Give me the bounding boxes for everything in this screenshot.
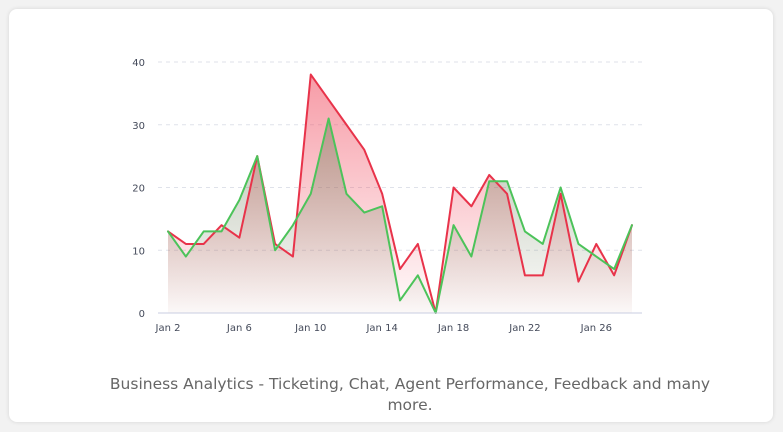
x-tick-label: Jan 6 (226, 323, 252, 334)
series-area (168, 118, 632, 313)
x-tick-label: Jan 26 (580, 323, 612, 334)
x-tick-label: Jan 10 (294, 323, 326, 334)
chart-caption: Business Analytics - Ticketing, Chat, Ag… (109, 375, 711, 414)
y-tick-label: 40 (132, 58, 145, 69)
series-areas (168, 74, 632, 313)
x-tick-label: Jan 22 (508, 323, 540, 334)
y-tick-label: 0 (139, 309, 145, 320)
x-tick-label: Jan 2 (155, 323, 181, 334)
y-tick-label: 20 (132, 184, 145, 195)
chart-card (9, 9, 773, 422)
x-tick-label: Jan 14 (365, 323, 397, 334)
y-tick-label: 10 (132, 246, 145, 257)
x-tick-label: Jan 18 (437, 323, 469, 334)
series-lines (167, 73, 633, 314)
y-tick-label: 30 (132, 121, 145, 132)
axes: 0 10 20 30 40 Jan 2 Jan 6 Jan 10 Jan 14 Jan 18 Jan… (132, 58, 642, 334)
